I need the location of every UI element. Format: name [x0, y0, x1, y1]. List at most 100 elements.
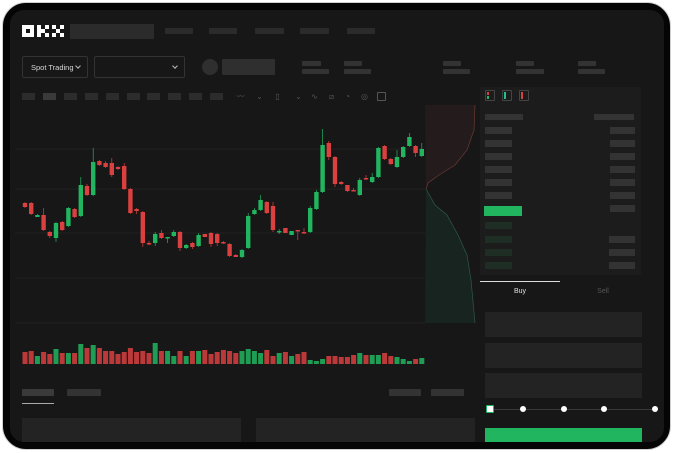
volume-bar [152, 343, 158, 364]
candle-body [388, 159, 393, 164]
buy-tab-underline [480, 281, 560, 282]
bid-size [609, 262, 635, 269]
stat-label [516, 61, 534, 66]
candle-body [84, 186, 90, 195]
ask-price [485, 127, 512, 134]
camera-icon[interactable]: ◔ [345, 92, 350, 101]
timeframe-button-active[interactable] [43, 93, 56, 100]
history-tab[interactable] [67, 389, 101, 396]
chart-type-icon[interactable]: ▯ [275, 92, 280, 101]
orderbook-both-icon[interactable] [485, 90, 495, 101]
slider-handle[interactable] [486, 405, 494, 413]
candle-body [345, 185, 350, 191]
stat-value [578, 69, 605, 74]
nav-item[interactable] [209, 28, 237, 34]
candle-body [53, 223, 59, 238]
buy-button[interactable] [485, 428, 642, 442]
timeframe-button[interactable] [168, 93, 181, 100]
candle-body [208, 233, 214, 244]
slider-node[interactable] [601, 406, 607, 412]
candle-body [146, 243, 152, 245]
search-bar[interactable] [70, 24, 154, 39]
timeframe-button[interactable] [64, 93, 77, 100]
orderbook-buy-icon[interactable] [502, 90, 512, 101]
orders-tab[interactable] [22, 389, 54, 396]
candle-body [382, 146, 387, 159]
chevron-down-icon [75, 63, 81, 69]
volume-bar [53, 349, 59, 364]
price-input[interactable] [485, 312, 642, 337]
volume-bar [183, 356, 189, 364]
buy-tab[interactable]: Buy [513, 288, 527, 295]
okx-logo[interactable] [22, 25, 64, 37]
filter-button[interactable] [389, 389, 421, 396]
filter-button[interactable] [431, 389, 464, 396]
candle-body [22, 203, 28, 207]
candlestick-chart[interactable] [15, 105, 480, 375]
volume-bar [78, 344, 84, 364]
ruler-icon[interactable]: ⧄ [328, 92, 335, 101]
candle-body [165, 237, 170, 239]
total-input[interactable] [485, 373, 642, 398]
candle-body [184, 245, 189, 248]
ask-price [485, 153, 512, 160]
stat-label [302, 61, 321, 66]
volume-bar [357, 353, 363, 364]
sell-tab[interactable]: Sell [597, 288, 609, 295]
stat-label [443, 61, 461, 66]
settings-icon[interactable]: ◎ [361, 92, 368, 101]
volume-bar [295, 354, 301, 364]
ask-size [610, 192, 635, 199]
nav-item[interactable] [347, 28, 375, 34]
candle-body [264, 202, 269, 213]
orderbook-sell-icon[interactable] [519, 90, 529, 101]
chevron-down-icon[interactable]: ⌄ [295, 92, 302, 101]
timeframe-button[interactable] [22, 93, 35, 100]
timeframe-button[interactable] [147, 93, 160, 100]
orderbook-header [594, 114, 634, 120]
candle-body [159, 233, 164, 238]
volume-bar [90, 345, 96, 364]
volume-bar [171, 356, 177, 364]
slider-node[interactable] [652, 406, 658, 412]
bid-price [485, 222, 512, 229]
indicator-icon[interactable]: 〰 [236, 92, 245, 101]
slider-node[interactable] [520, 406, 526, 412]
candle-body [357, 180, 362, 195]
timeframe-button[interactable] [85, 93, 98, 100]
ask-size [610, 153, 635, 160]
candle-body [66, 208, 71, 226]
timeframe-button[interactable] [210, 93, 223, 100]
pair-dropdown[interactable] [94, 56, 185, 78]
chevron-down-icon[interactable]: ⌄ [256, 92, 263, 101]
candle-body [301, 232, 307, 234]
orders-tab-underline [22, 403, 54, 404]
stat-label [578, 61, 596, 66]
timeframe-button[interactable] [189, 93, 202, 100]
nav-item[interactable] [165, 28, 193, 34]
nav-item[interactable] [300, 28, 329, 34]
nav-item[interactable] [255, 28, 284, 34]
slider-track[interactable] [490, 409, 656, 410]
candle-body [78, 185, 83, 216]
amount-input[interactable] [485, 343, 642, 368]
candle-body [270, 206, 276, 230]
candle-body [326, 143, 331, 157]
volume-bar [264, 350, 270, 364]
volume-bar [214, 352, 220, 364]
fullscreen-icon[interactable] [377, 92, 386, 101]
bottom-panel [256, 418, 475, 442]
volume-bar [394, 357, 400, 364]
volume-bar [382, 353, 388, 364]
bid-price [485, 236, 512, 243]
candle-body [413, 146, 418, 153]
volume-bar [419, 358, 425, 364]
timeframe-button[interactable] [127, 93, 140, 100]
line-tool-icon[interactable]: ∿ [311, 92, 318, 101]
spot-trading-dropdown[interactable]: Spot Trading [22, 56, 88, 78]
candle-body [140, 212, 145, 243]
stat-value [344, 69, 371, 74]
candle-body [227, 244, 232, 256]
slider-node[interactable] [561, 406, 567, 412]
timeframe-button[interactable] [106, 93, 119, 100]
